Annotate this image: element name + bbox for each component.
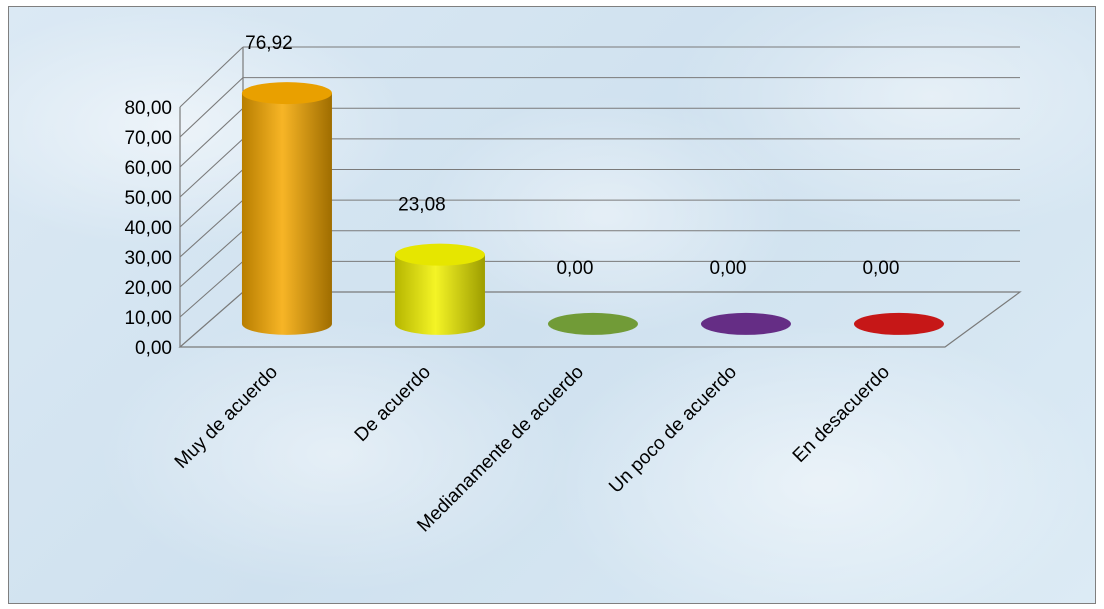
y-tick-label: 50,00 xyxy=(124,188,172,209)
side-wall-gridline xyxy=(179,230,244,288)
bar-de-acuerdo xyxy=(394,243,485,335)
data-label: 0,00 xyxy=(556,258,593,279)
y-tick-label: 20,00 xyxy=(124,278,172,299)
y-tick-label: 0,00 xyxy=(135,338,172,359)
chart-area xyxy=(8,6,1096,604)
side-wall-gridline xyxy=(179,138,244,198)
bar-muy-de-acuerdo xyxy=(241,82,332,335)
side-wall-gridline xyxy=(179,199,244,258)
data-label: 0,00 xyxy=(709,258,746,279)
y-tick-label: 70,00 xyxy=(124,128,172,149)
x-tick-label: En desacuerdo xyxy=(789,362,894,467)
side-wall-gridline xyxy=(179,77,244,138)
data-label: 0,00 xyxy=(862,258,899,279)
bar-body xyxy=(394,254,485,335)
y-tick-label: 60,00 xyxy=(124,158,172,179)
bar-top xyxy=(241,82,332,105)
x-tick-label: Medianamente de acuerdo xyxy=(413,362,588,537)
y-tick-label: 10,00 xyxy=(124,308,172,329)
data-label: 76,92 xyxy=(245,33,293,54)
bar-top xyxy=(853,312,944,335)
bar-en-desacuerdo xyxy=(853,312,944,335)
bar-series xyxy=(241,82,944,335)
gridlines xyxy=(179,46,1020,318)
y-axis-tick-labels: 0,00 10,00 20,00 30,00 40,00 50,00 60,00 70,00 8… xyxy=(124,98,172,359)
bar-top xyxy=(700,312,791,335)
data-labels: 76,92 23,08 0,00 0,00 0,00 xyxy=(245,33,899,279)
y-tick-label: 80,00 xyxy=(124,98,172,119)
side-wall-gridline xyxy=(179,46,244,108)
side-wall-gridline xyxy=(179,107,244,168)
y-tick-label: 40,00 xyxy=(124,218,172,239)
x-tick-label: De acuerdo xyxy=(351,362,435,446)
chart-floor xyxy=(178,291,1022,348)
bar-un-poco-de-acuerdo xyxy=(700,312,791,335)
bar-body xyxy=(241,93,332,335)
side-wall-gridline xyxy=(179,260,244,318)
x-tick-label: Muy de acuerdo xyxy=(171,362,282,473)
bar-medianamente-de-acuerdo xyxy=(547,312,638,335)
y-tick-label: 30,00 xyxy=(124,248,172,269)
x-tick-label: Un poco de acuerdo xyxy=(605,362,741,498)
data-label: 23,08 xyxy=(398,195,446,216)
bar-top xyxy=(394,243,485,266)
bar-top xyxy=(547,312,638,335)
side-wall-gridline xyxy=(179,169,244,228)
